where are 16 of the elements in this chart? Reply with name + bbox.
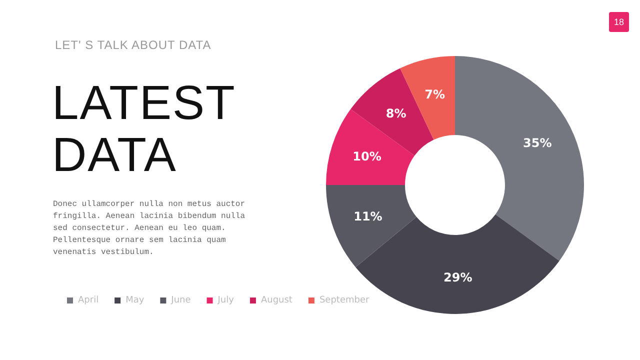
- legend-label: June: [170, 296, 192, 306]
- data-label: 7%: [424, 88, 446, 102]
- text: LATEST DATA: [52, 77, 236, 182]
- data-label: 35%: [523, 136, 552, 150]
- legend-label: July: [216, 296, 235, 306]
- text: Donec ullamcorper nulla non metus auctor fringilla. Aenean lacinia bibendum nulla sed consectetur. Aenean eu leo quam. Pellentesque ornare sem lacinia quam venenatis vestibulum.: [53, 199, 246, 259]
- chart-subtitle: LET' S TALK ABOUT DATA: [55, 38, 212, 52]
- data-label: 29%: [444, 270, 472, 284]
- text: 18: [609, 12, 629, 32]
- legend-label: September: [319, 296, 370, 306]
- legend-label: August: [260, 296, 293, 306]
- legend-label: May: [126, 296, 145, 306]
- data-label: 11%: [354, 209, 382, 224]
- data-label: 8%: [386, 106, 406, 121]
- data-label: 10%: [352, 149, 382, 164]
- legend-label: April: [78, 296, 99, 306]
